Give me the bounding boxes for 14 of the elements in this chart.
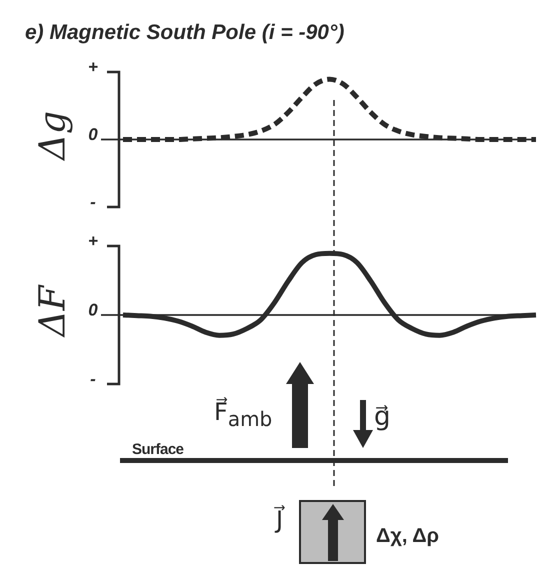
chart-title: e) Magnetic South Pole (i = -90°) [25,21,344,44]
text: - [90,192,96,212]
y-axis-title: Δg [32,110,74,162]
text: Δχ, Δρ [376,525,440,547]
text: 0 [88,125,98,144]
text: g⃗ [374,402,391,432]
text: 0 [88,300,98,320]
text: J⃗ [276,506,284,534]
text: + [88,58,98,77]
text: Surface [132,441,184,458]
text: F⃗$_{amb}$ [214,398,272,431]
text: - [90,370,96,389]
y-axis-title: ΔF [32,283,74,338]
text: + [88,232,98,251]
